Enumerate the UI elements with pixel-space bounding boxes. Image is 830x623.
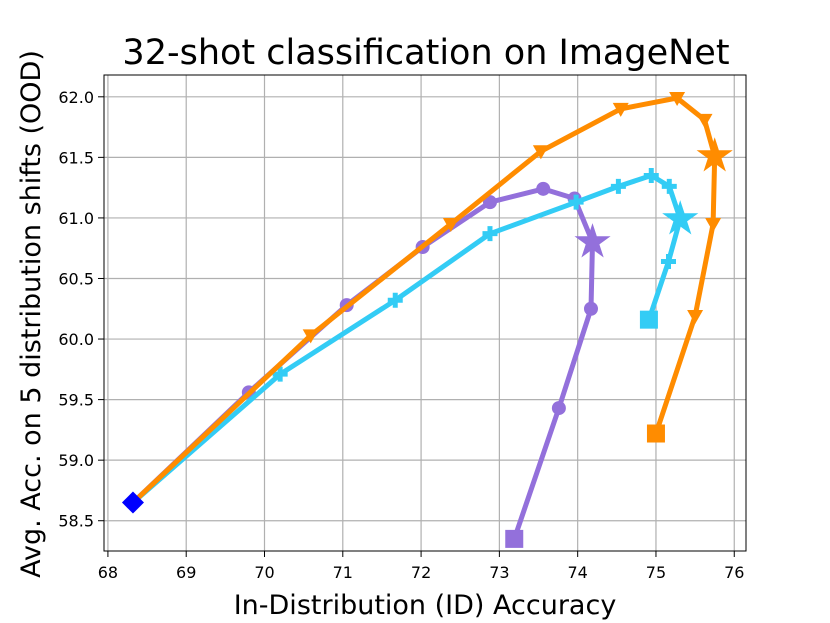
point-plus (387, 292, 403, 308)
series-2 (130, 92, 733, 506)
point-triangle (669, 92, 686, 107)
x-tick-label: 74 (567, 563, 587, 582)
point-plus (482, 226, 498, 242)
y-tick-label: 58.5 (58, 512, 94, 531)
point-star (696, 137, 733, 172)
series-1 (130, 168, 699, 506)
series-line (130, 186, 595, 542)
point-triangle (302, 329, 319, 344)
point-circle (482, 195, 497, 210)
point-square (639, 310, 658, 329)
y-tick-label: 60.0 (58, 330, 94, 349)
point-plus (568, 194, 584, 210)
series-layer (121, 92, 733, 548)
y-tick-label: 59.0 (58, 451, 94, 470)
y-tick-label: 61.0 (58, 209, 94, 228)
y-tick-label: 61.5 (58, 148, 94, 167)
x-tick-label: 73 (489, 563, 509, 582)
chart-title: 32-shot classification on ImageNet (122, 33, 729, 73)
x-tick-label: 68 (98, 563, 118, 582)
y-tick-label: 59.5 (58, 391, 94, 410)
point-triangle (532, 145, 549, 160)
point-triangle (442, 217, 459, 232)
point-plus (610, 178, 626, 194)
x-tick-label: 75 (646, 563, 666, 582)
point-circle (536, 181, 551, 196)
point-circle (551, 401, 566, 416)
point-plus (272, 366, 288, 382)
point-circle (583, 301, 598, 316)
point-triangle (687, 310, 704, 325)
x-tick-label: 70 (254, 563, 274, 582)
x-tick-label: 76 (724, 563, 744, 582)
point-triangle (696, 113, 713, 128)
x-axis-label: In-Distribution (ID) Accuracy (234, 590, 617, 621)
y-tick-label: 62.0 (58, 88, 94, 107)
point-square (646, 424, 665, 443)
point-triangle (705, 217, 722, 232)
x-axis: 68 69 70 71 72 73 74 75 76 (98, 551, 744, 582)
y-tick-label: 60.5 (58, 269, 94, 288)
y-axis: 58.5 59.0 59.5 60.0 60.5 61.0 61.5 62.0 (58, 88, 104, 531)
series-0 (130, 181, 611, 548)
point-diamond (121, 491, 144, 514)
x-tick-label: 69 (176, 563, 196, 582)
point-triangle (612, 102, 629, 117)
point-plus (643, 168, 659, 184)
point-plus (660, 254, 676, 270)
point-plus (661, 178, 677, 194)
x-tick-label: 71 (333, 563, 353, 582)
point-star (574, 223, 611, 258)
point-star (662, 200, 699, 235)
plot-frame (103, 74, 747, 552)
point-square (505, 529, 524, 548)
y-axis-label: Avg. Acc. on 5 distribution shifts (OOD) (16, 50, 47, 578)
x-tick-label: 72 (411, 563, 431, 582)
series-line (130, 95, 718, 506)
